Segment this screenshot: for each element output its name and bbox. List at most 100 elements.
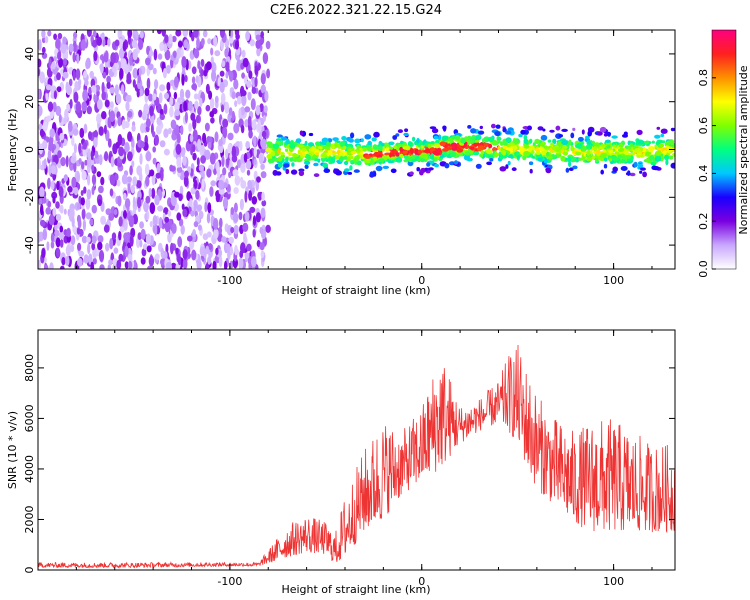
heatmap-cell — [649, 155, 655, 161]
heatmap-cell — [259, 103, 264, 113]
heatmap-cell — [668, 155, 674, 160]
heatmap-cell — [121, 119, 126, 130]
heatmap-cell — [90, 261, 95, 269]
heatmap-cell — [144, 87, 150, 97]
heatmap-cell — [416, 137, 420, 144]
heatmap-cell — [88, 131, 92, 140]
heatmap-cell — [126, 151, 133, 162]
heatmap-cell — [58, 186, 64, 198]
heatmap-cell — [167, 210, 172, 217]
heatmap-cell — [77, 78, 82, 86]
y-tick-label: 0 — [23, 567, 36, 574]
heatmap-cell — [44, 264, 49, 269]
heatmap-cell — [102, 71, 107, 79]
heatmap-cell — [253, 135, 257, 148]
heatmap-cell — [230, 227, 235, 234]
heatmap-cell — [105, 67, 109, 76]
colorbar-tick-label: 0.2 — [697, 212, 710, 230]
heatmap-cell — [214, 131, 219, 143]
heatmap-cell — [152, 146, 156, 153]
heatmap-cell — [197, 224, 202, 231]
heatmap-cell — [194, 100, 199, 110]
heatmap-cell — [253, 147, 257, 158]
heatmap-cell — [159, 169, 164, 182]
heatmap-cell — [160, 247, 165, 259]
heatmap-cell — [214, 50, 221, 57]
heatmap-cell — [205, 104, 211, 112]
heatmap-cell — [640, 167, 646, 171]
heatmap-cell — [443, 151, 447, 157]
heatmap-cell — [190, 112, 196, 121]
heatmap-cell — [434, 142, 440, 149]
heatmap-cell — [399, 153, 404, 159]
heatmap-cell — [341, 136, 347, 141]
heatmap-cell — [259, 130, 263, 140]
heatmap-cell — [180, 224, 185, 235]
heatmap-cell — [429, 143, 437, 147]
heatmap-cell — [149, 105, 154, 117]
heatmap-cell — [611, 135, 618, 139]
heatmap-cell — [570, 132, 575, 139]
heatmap-cell — [68, 43, 74, 53]
heatmap-cell — [416, 167, 421, 172]
heatmap-cell — [83, 254, 89, 264]
heatmap-cell — [562, 145, 568, 149]
heatmap-cell — [131, 160, 135, 168]
heatmap-cell — [586, 150, 591, 156]
heatmap-cell — [92, 39, 98, 48]
heatmap-cell — [397, 129, 403, 134]
heatmap-cell — [494, 151, 498, 158]
colorbar-tick-label: 0.4 — [697, 165, 710, 183]
heatmap-cell — [502, 145, 508, 149]
heatmap-cell — [543, 159, 548, 164]
heatmap-cell — [364, 154, 372, 159]
heatmap-cell — [83, 70, 88, 79]
heatmap-cell — [110, 52, 117, 64]
heatmap-cell — [241, 94, 247, 107]
heatmap-cell — [500, 141, 505, 146]
heatmap-cell — [314, 152, 320, 156]
heatmap-cell — [195, 115, 200, 124]
heatmap-cell — [212, 260, 217, 269]
heatmap-cell — [92, 130, 99, 138]
heatmap-cell — [201, 178, 205, 190]
heatmap-cell — [354, 138, 361, 144]
heatmap-cell — [233, 224, 239, 235]
heatmap-cell — [240, 89, 247, 97]
heatmap-cell — [204, 263, 210, 269]
heatmap-cell — [49, 128, 55, 138]
heatmap-cell — [67, 186, 73, 193]
heatmap-cell — [46, 115, 52, 122]
heatmap-cell — [182, 30, 189, 38]
heatmap-cell — [389, 146, 394, 150]
heatmap-cell — [70, 244, 75, 253]
heatmap-cell — [642, 171, 647, 178]
heatmap-cell — [390, 168, 397, 174]
colorbar: 0.0 0.2 0.4 0.6 0.8 Normalized spectral ampl… — [697, 29, 750, 278]
heatmap-cell — [78, 158, 82, 165]
heatmap-cell — [176, 166, 183, 173]
heatmap-cell — [163, 103, 168, 115]
heatmap-cell — [248, 70, 253, 79]
heatmap-cell — [116, 259, 122, 269]
heatmap-cell — [97, 199, 102, 207]
heatmap-cell — [70, 235, 76, 246]
heatmap-cell — [285, 148, 289, 152]
heatmap-cell — [72, 128, 79, 136]
heatmap-cell — [268, 158, 275, 164]
heatmap-cell — [625, 155, 631, 159]
heatmap-cell — [402, 145, 410, 150]
heatmap-cell — [88, 86, 92, 96]
heatmap-cell — [91, 204, 98, 214]
heatmap-cell — [353, 169, 360, 173]
heatmap-cell — [620, 166, 628, 171]
heatmap-cell — [67, 120, 73, 133]
heatmap-cell — [164, 216, 170, 223]
heatmap-cell — [207, 256, 212, 265]
heatmap-cell — [277, 156, 283, 162]
heatmap-cell — [86, 189, 92, 200]
heatmap-cell — [79, 127, 85, 139]
heatmap-cell — [238, 211, 243, 221]
heatmap-cell — [431, 128, 439, 134]
heatmap-cell — [38, 259, 41, 269]
